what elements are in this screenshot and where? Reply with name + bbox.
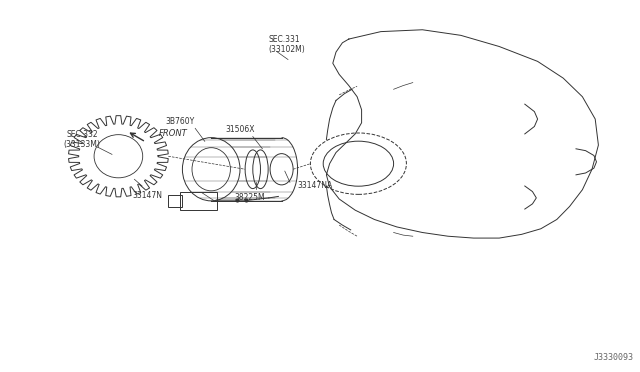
Text: 33147NA: 33147NA	[298, 182, 333, 190]
Text: J3330093: J3330093	[594, 353, 634, 362]
Text: 31506X: 31506X	[225, 125, 255, 134]
Text: FRONT: FRONT	[159, 129, 188, 138]
Text: 38225M: 38225M	[234, 193, 265, 202]
Text: SEC.332
(33133M): SEC.332 (33133M)	[63, 130, 100, 149]
Text: 3B760Y: 3B760Y	[166, 118, 195, 126]
Text: 33147N: 33147N	[132, 191, 162, 200]
Text: SEC.331
(33102M): SEC.331 (33102M)	[269, 35, 305, 54]
